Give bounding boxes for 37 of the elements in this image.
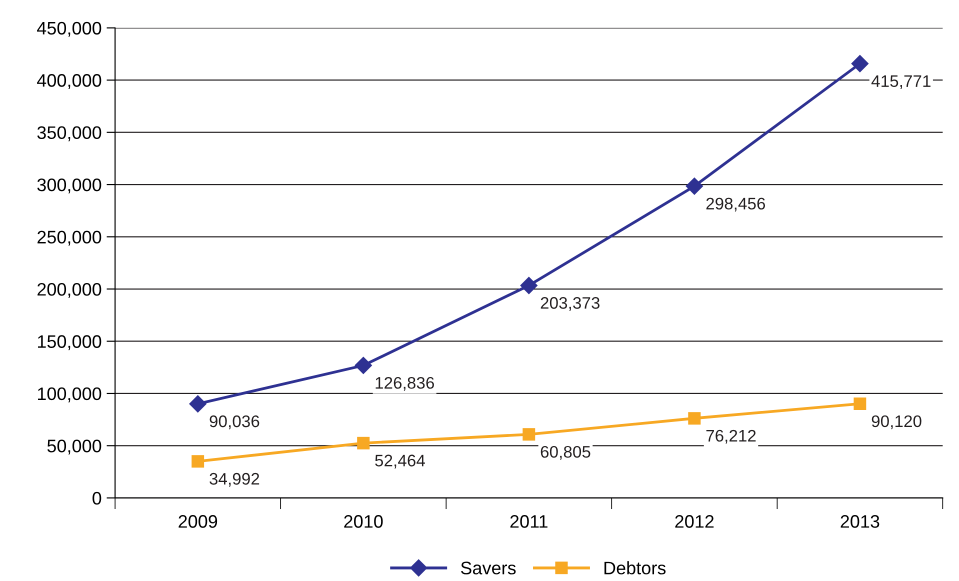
point (688, 412, 701, 425)
y-tick-label: 100,000 (38, 387, 102, 402)
x-tick-label: 2012 (675, 515, 714, 528)
point (851, 55, 868, 72)
x-tick-label: 2011 (510, 515, 548, 528)
x-tick-label: 2013 (840, 515, 880, 528)
y-tick-label: 300,000 (37, 178, 102, 194)
data-label: 52,464 (375, 454, 425, 468)
point (522, 428, 536, 441)
data-label: 76,212 (706, 430, 756, 444)
y-tick-label: 350,000 (37, 126, 102, 142)
point (189, 395, 206, 412)
data-label: 90,036 (210, 415, 260, 430)
data-label: 34,992 (210, 472, 260, 487)
y-tick-label: 0 (92, 492, 102, 505)
point (357, 436, 370, 450)
y-tick-label: 450,000 (37, 22, 102, 37)
legend-label: Savers (460, 562, 516, 574)
y-tick-label: 400,000 (37, 74, 102, 89)
data-label: 90,120 (872, 415, 922, 430)
legend-label: Debtors (604, 561, 666, 574)
y-tick-label: 50,000 (47, 440, 102, 455)
data-label: 60,805 (540, 446, 590, 460)
y-tick-label: 150,000 (38, 335, 102, 350)
data-label: 126,836 (376, 376, 434, 391)
data-label: 415,771 (871, 75, 930, 89)
y-tick-label: 200,000 (38, 282, 102, 298)
x-tick-label: 2010 (344, 515, 383, 528)
point (354, 356, 372, 374)
point (192, 455, 204, 468)
y-tick-label: 250,000 (38, 230, 102, 246)
x-tick-label: 2009 (178, 515, 218, 528)
point (854, 398, 866, 410)
point (686, 178, 703, 195)
point (520, 276, 538, 294)
data-label: 298,456 (706, 198, 766, 212)
data-label: 203,373 (540, 297, 600, 311)
